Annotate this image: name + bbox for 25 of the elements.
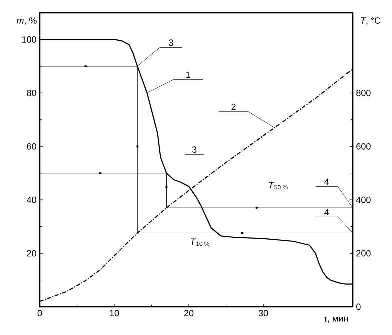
y-axis-title: m, % bbox=[16, 18, 37, 26]
annotation: 4 bbox=[324, 209, 330, 216]
y2-axis-title: T, °C bbox=[361, 18, 381, 26]
y2-tick-label: 400 bbox=[356, 196, 371, 204]
annotation: 2 bbox=[232, 104, 236, 110]
y-tick-label: 20 bbox=[27, 250, 36, 257]
y-tick-label: 100 bbox=[22, 36, 36, 43]
annotation: T$_{50 %}$ bbox=[269, 182, 288, 190]
annotation: 4 bbox=[324, 178, 330, 186]
y2-tick-label: 0 bbox=[356, 304, 361, 310]
annotation: T$_{10 %}$ bbox=[190, 238, 210, 246]
y2-tick-label: 800 bbox=[356, 90, 371, 96]
y2-tick-label: 600 bbox=[356, 143, 371, 150]
y2-tick-label: 200 bbox=[356, 250, 371, 257]
x-tick-label: 30 bbox=[258, 310, 268, 317]
annotation: 3 bbox=[192, 146, 197, 153]
x-axis-title: τ, мин bbox=[324, 317, 348, 323]
y-tick-label: 80 bbox=[27, 90, 36, 96]
y-tick-label: 40 bbox=[27, 196, 36, 204]
x-tick-label: 10 bbox=[110, 310, 120, 317]
y-tick-label: 60 bbox=[27, 143, 36, 150]
x-tick-label: 20 bbox=[184, 310, 194, 317]
annotation: 1 bbox=[186, 72, 190, 78]
x-tick-label: 0 bbox=[38, 310, 42, 317]
annotation: 3 bbox=[169, 40, 174, 46]
